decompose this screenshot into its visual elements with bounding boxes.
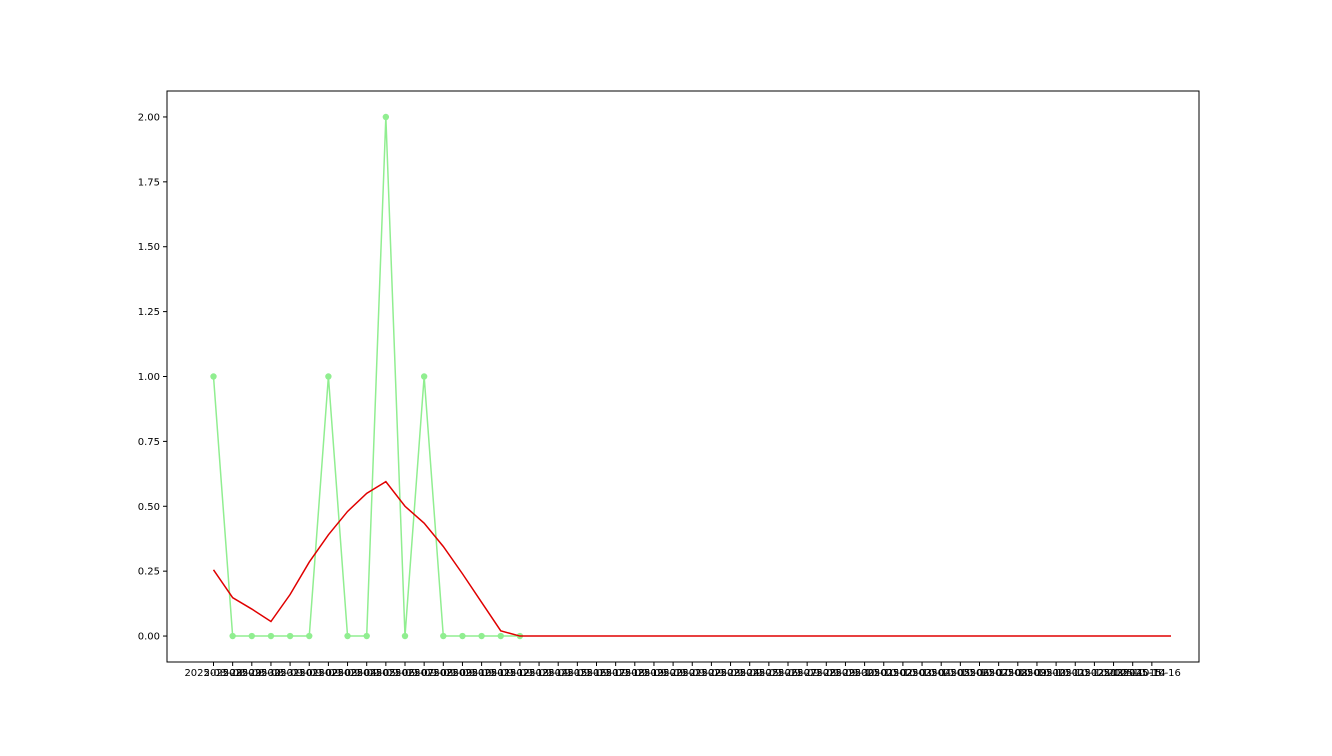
x-tick-label: 2025-09-22 [663, 668, 721, 679]
x-tick-label: 2025-08-28 [184, 668, 242, 679]
x-tick-label: 2025-10-05 [912, 668, 970, 679]
x-tick-label: 2025-09-06 [357, 668, 415, 679]
x-tick-label: 2025-09-27 [759, 668, 817, 679]
x-tick-label: 2025-09-01 [261, 668, 319, 679]
data-point-actual [267, 632, 275, 640]
x-tick-label: 2025-09-04 [318, 668, 376, 679]
x-tick-label: 2025-09-29 [797, 668, 855, 679]
x-tick-label: 2025-08-29 [204, 668, 262, 679]
data-point-actual [401, 632, 409, 640]
data-point-actual [286, 632, 294, 640]
y-tick-label: 1.00 [138, 372, 160, 383]
x-tick-label: 2025-10-13 [1065, 668, 1123, 679]
x-tick-label: 2025-08-31 [242, 668, 300, 679]
data-point-actual [497, 632, 504, 640]
x-tick-label: 2025-09-10 [433, 668, 491, 679]
y-tick-label: 0.25 [138, 567, 160, 578]
x-tick-label: 2025-09-25 [721, 668, 779, 679]
series-layer [210, 113, 1171, 640]
x-tick-label: 2025-09-11 [453, 668, 511, 679]
data-point-actual [306, 632, 313, 640]
x-tick-label-last: 2025-10-14 [1108, 668, 1166, 679]
x-tick-label: 2025-10-09 [989, 668, 1047, 679]
data-point-actual [478, 632, 485, 640]
data-point-actual [325, 373, 332, 380]
y-axis: 0.00 0.25 0.50 0.75 1.00 1.25 1.50 1.75 2.00 [138, 112, 167, 643]
x-tick-label: 2025-10-12 [1046, 668, 1104, 679]
x-tick-label: 2025-09-23 [682, 668, 740, 679]
y-tick-label: 0.75 [138, 437, 160, 448]
x-tick-label: 2025-09-19 [606, 668, 664, 679]
x-tick-label: 2025-09-03 [299, 668, 357, 679]
data-point-actual [344, 632, 351, 640]
x-tick-label: 2025-09-14 [510, 668, 568, 679]
x-tick-label: 2025-10-01 [836, 668, 894, 679]
x-tick-label: 2025-09-15 [529, 668, 587, 679]
x-tick-label: 2025-09-08 [395, 668, 453, 679]
x-tick-label: 2025-10-02 [855, 668, 913, 679]
x-tick-label: 2025-09-20 [625, 668, 683, 679]
x-tick-label: 2025-09-21 [644, 668, 702, 679]
data-point-actual [363, 632, 370, 640]
y-tick-label: 0.50 [138, 502, 160, 513]
x-axis: 2025-08-282025-08-292025-08-302025-08-31… [184, 662, 1181, 679]
data-point-actual [229, 632, 236, 640]
x-tick-label: 2025-08-30 [223, 668, 281, 679]
x-tick-label: 2025-10-04 [893, 668, 951, 679]
x-tick-label: 2025-09-13 [491, 668, 549, 679]
y-tick-label: 1.50 [138, 242, 160, 253]
x-tick-label: 2025-09-24 [701, 668, 759, 679]
data-point-actual [210, 373, 217, 380]
x-tick-label: 2025-09-02 [280, 668, 338, 679]
data-point-actual [420, 373, 428, 380]
y-tick-label: 2.00 [138, 112, 160, 123]
data-point-actual [382, 113, 390, 121]
x-tick-label: 2025-09-18 [587, 668, 645, 679]
x-tick-label: 2025-10-11 [1027, 668, 1085, 679]
x-tick-label: 2025-10-15 [1104, 668, 1162, 679]
series-line-smoothed [212, 480, 1171, 637]
x-tick-label: 2025-09-07 [376, 668, 434, 679]
x-tick-label: 2025-10-16 [1123, 668, 1181, 679]
x-tick-label: 2025-10-06 [931, 668, 989, 679]
x-tick-label: 2025-10-07 [950, 668, 1008, 679]
plot-area [166, 90, 1200, 663]
data-point-actual [459, 632, 466, 640]
x-tick-label: 2025-10-10 [1008, 668, 1066, 679]
y-tick-label: 0.00 [138, 632, 160, 643]
data-point-actual [440, 632, 447, 640]
x-tick-label: 2025-09-12 [472, 668, 530, 679]
y-tick-label: 1.75 [138, 177, 160, 188]
x-tick-label: 2025-09-05 [338, 668, 396, 679]
x-tick-label: 2025-09-16 [548, 668, 606, 679]
x-tick-label: 2025-09-28 [778, 668, 836, 679]
x-tick-label: 2025-09-30 [816, 668, 874, 679]
x-tick-label: 2025-10-03 [874, 668, 932, 679]
x-tick-label: 2025-09-17 [567, 668, 625, 679]
y-tick-label: 1.25 [138, 307, 160, 318]
x-tick-label: 2025-09-26 [740, 668, 798, 679]
data-point-actual [248, 632, 255, 640]
x-tick-label: 2025-10-08 [970, 668, 1028, 679]
x-tick-label: 2025-10-14 [1084, 668, 1142, 679]
x-tick-label: 2025-09-09 [414, 668, 472, 679]
